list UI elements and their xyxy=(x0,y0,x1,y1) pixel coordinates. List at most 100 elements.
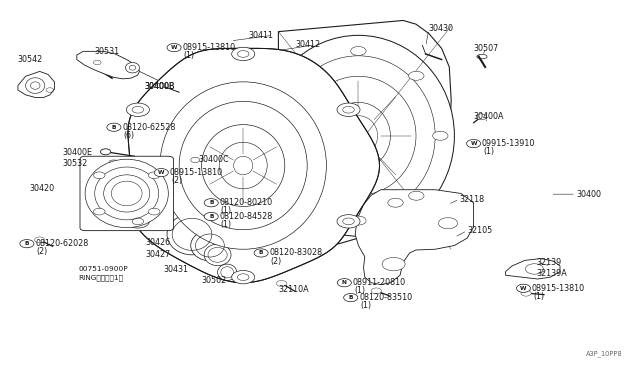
Text: 32139: 32139 xyxy=(536,258,561,267)
Circle shape xyxy=(337,279,351,287)
Circle shape xyxy=(467,140,481,148)
Text: A3P_10PP8: A3P_10PP8 xyxy=(586,350,622,357)
Text: 30400B: 30400B xyxy=(144,82,175,91)
Circle shape xyxy=(269,131,284,140)
Circle shape xyxy=(476,114,486,120)
Circle shape xyxy=(409,71,424,80)
Ellipse shape xyxy=(26,78,45,93)
Text: (1): (1) xyxy=(221,206,232,215)
Text: 30412: 30412 xyxy=(296,40,321,49)
Text: 30427: 30427 xyxy=(146,250,171,259)
Circle shape xyxy=(276,280,287,286)
Ellipse shape xyxy=(125,62,140,73)
Text: 30531: 30531 xyxy=(95,47,120,56)
Polygon shape xyxy=(506,259,560,279)
Circle shape xyxy=(525,264,543,274)
Text: 08120-83028: 08120-83028 xyxy=(269,248,323,257)
Text: RINGリング（1）: RINGリング（1） xyxy=(78,275,123,281)
Circle shape xyxy=(343,218,355,225)
Text: 08120-84528: 08120-84528 xyxy=(220,212,273,221)
Circle shape xyxy=(234,214,252,225)
Text: (1): (1) xyxy=(483,147,494,156)
Text: 08120-62028: 08120-62028 xyxy=(35,239,88,248)
Text: W: W xyxy=(171,45,177,50)
Text: W: W xyxy=(158,170,164,175)
Circle shape xyxy=(157,83,166,88)
Text: 30426: 30426 xyxy=(146,238,171,247)
Text: 08915-13810: 08915-13810 xyxy=(532,284,585,293)
Text: 30542: 30542 xyxy=(18,55,43,64)
Circle shape xyxy=(254,249,268,257)
Circle shape xyxy=(237,274,249,280)
Ellipse shape xyxy=(167,214,217,255)
Circle shape xyxy=(371,288,381,294)
Circle shape xyxy=(234,65,252,76)
Circle shape xyxy=(232,270,255,284)
Circle shape xyxy=(35,237,45,243)
Circle shape xyxy=(154,169,168,177)
Text: W: W xyxy=(470,141,477,146)
Text: (1): (1) xyxy=(184,51,195,60)
Ellipse shape xyxy=(218,264,237,280)
Text: 08120-80210: 08120-80210 xyxy=(220,198,273,207)
Ellipse shape xyxy=(262,35,454,236)
Circle shape xyxy=(132,218,143,225)
Text: 30400: 30400 xyxy=(576,190,601,199)
Text: B: B xyxy=(209,214,213,219)
Circle shape xyxy=(107,123,121,131)
Circle shape xyxy=(516,284,531,292)
Circle shape xyxy=(409,191,424,200)
Circle shape xyxy=(100,149,111,155)
Text: (2): (2) xyxy=(36,247,48,256)
Text: 30420: 30420 xyxy=(29,184,54,193)
Text: 30400B: 30400B xyxy=(144,82,175,91)
Circle shape xyxy=(382,257,405,271)
Text: 08915-13810: 08915-13810 xyxy=(182,43,236,52)
Text: 08120-62528: 08120-62528 xyxy=(122,123,175,132)
Text: 30400E: 30400E xyxy=(63,148,93,157)
Text: (1): (1) xyxy=(533,292,544,301)
Text: 32110A: 32110A xyxy=(278,285,309,294)
Text: 00751-0900P: 00751-0900P xyxy=(78,266,128,272)
Circle shape xyxy=(126,103,149,116)
Circle shape xyxy=(148,172,160,179)
Text: 08911-20810: 08911-20810 xyxy=(353,278,406,287)
Text: B: B xyxy=(25,241,29,246)
Text: (1): (1) xyxy=(221,220,232,229)
Circle shape xyxy=(93,172,105,179)
Text: B: B xyxy=(349,295,353,300)
Ellipse shape xyxy=(204,244,231,266)
Circle shape xyxy=(167,44,181,52)
Ellipse shape xyxy=(160,82,326,249)
Circle shape xyxy=(234,177,252,187)
Circle shape xyxy=(132,106,143,113)
Text: 32139A: 32139A xyxy=(536,269,567,278)
Ellipse shape xyxy=(191,230,229,261)
Circle shape xyxy=(148,208,160,215)
FancyBboxPatch shape xyxy=(80,156,173,231)
Circle shape xyxy=(337,103,360,116)
Text: B: B xyxy=(259,250,263,256)
Circle shape xyxy=(343,106,355,113)
Circle shape xyxy=(351,216,366,225)
Text: 32118: 32118 xyxy=(460,195,484,203)
Polygon shape xyxy=(77,51,140,79)
Circle shape xyxy=(433,131,448,140)
Polygon shape xyxy=(355,190,474,285)
Ellipse shape xyxy=(85,159,168,228)
Circle shape xyxy=(292,71,308,80)
Circle shape xyxy=(388,198,403,207)
Circle shape xyxy=(93,208,105,215)
Circle shape xyxy=(521,290,531,296)
Circle shape xyxy=(20,240,34,248)
Circle shape xyxy=(204,212,218,221)
Text: 30502: 30502 xyxy=(202,276,227,285)
Text: (2): (2) xyxy=(171,176,182,185)
Text: 08120-83510: 08120-83510 xyxy=(359,293,412,302)
Text: 30507: 30507 xyxy=(474,44,499,53)
Text: (6): (6) xyxy=(124,131,134,140)
Text: 30400C: 30400C xyxy=(198,155,229,164)
Text: 30431: 30431 xyxy=(163,265,188,274)
Circle shape xyxy=(292,191,308,200)
Text: N: N xyxy=(342,280,347,285)
